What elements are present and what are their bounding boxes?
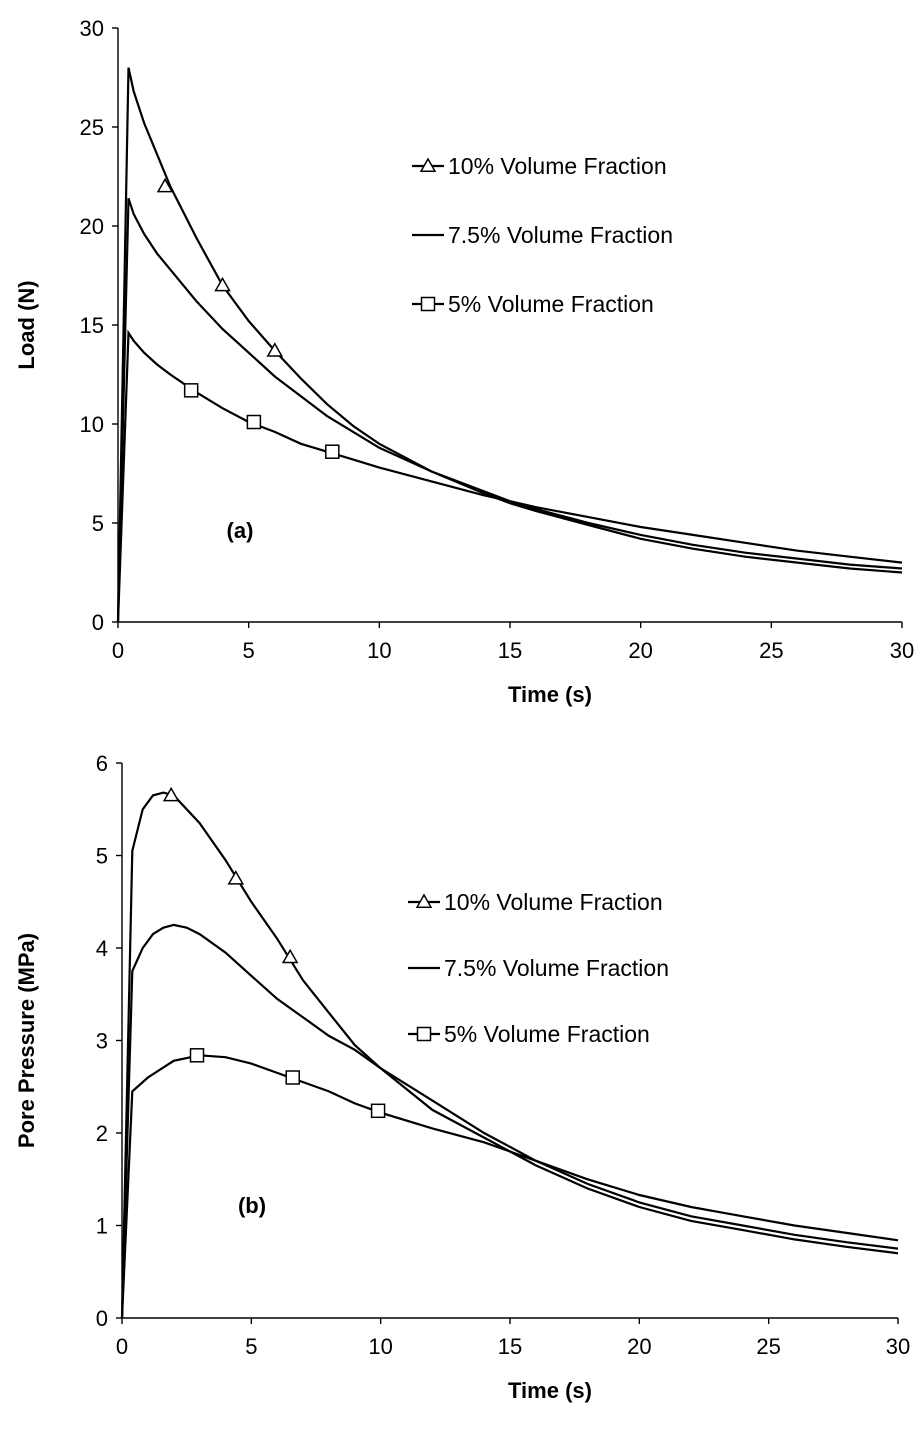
series-marker [281,948,299,964]
legend-marker [416,1026,432,1042]
chart-panel-b: 0 1 2 3 4 5 6 0 5 10 15 20 25 30 Time (s) Pore Pressure… [14,751,910,1403]
x-tick-label: 30 [886,1334,910,1359]
panel-label: (b) [238,1193,266,1218]
legend-label: 7.5% Volume Fraction [444,955,669,981]
legend-marker [419,157,437,172]
y-tick-label: 20 [80,214,104,239]
legend-entry: 10% Volume Fraction [412,153,667,179]
y-tick-label: 3 [96,1029,108,1054]
x-tick-label: 25 [756,1334,780,1359]
series-marker [156,177,174,193]
series-marker [227,870,245,885]
series-line [116,329,903,623]
x-tick-label: 25 [759,638,783,663]
y-tick-label: 5 [92,511,104,536]
legend-label: 5% Volume Fraction [448,291,654,317]
y-tick-label: 5 [96,844,108,869]
series-square [120,1048,899,1319]
x-tick-label: 15 [498,638,522,663]
legend-entry: 7.5% Volume Fraction [408,955,669,981]
x-tick-label: 0 [112,638,124,663]
legend-entry: 5% Volume Fraction [412,291,654,317]
y-tick-label: 4 [96,936,108,961]
series-marker [285,1070,300,1085]
y-tick-label: 10 [80,412,104,437]
chart-panel-a: 0 5 10 15 20 25 30 0 5 10 15 20 25 30 Time (s) Load (N)… [14,16,914,707]
x-tick-label: 15 [498,1334,522,1359]
series-marker [189,1048,205,1063]
y-tick-label: 1 [96,1214,108,1239]
series-square [116,329,903,623]
series-line [120,1054,899,1319]
legend-marker [415,893,433,908]
panel-label: (a) [227,518,254,543]
x-tick-label: 0 [116,1334,128,1359]
legend-label: 10% Volume Fraction [448,153,667,179]
series-plain [116,197,903,623]
legend-entry: 10% Volume Fraction [408,889,663,915]
y-tick-label: 0 [92,610,104,635]
series-marker [246,414,262,430]
legend-entry: 7.5% Volume Fraction [412,222,673,248]
legend-label: 5% Volume Fraction [444,1021,650,1047]
y-tick-label: 15 [80,313,104,338]
series-marker [214,276,231,292]
y-tick-label: 6 [96,751,108,776]
y-tick-label: 30 [80,16,104,41]
y-axis-title: Pore Pressure (MPa) [14,933,39,1148]
series-marker [266,342,284,357]
x-tick-label: 20 [628,638,652,663]
series-marker [370,1103,386,1119]
x-tick-label: 5 [245,1334,257,1359]
series-marker [183,383,199,398]
series-line [116,197,903,623]
y-tick-label: 25 [80,115,104,140]
series-triangle [120,786,899,1319]
series-plain [120,923,899,1319]
legend-entry: 5% Volume Fraction [408,1021,650,1047]
x-tick-label: 10 [367,638,391,663]
y-tick-label: 2 [96,1121,108,1146]
y-axis-title: Load (N) [14,280,39,369]
series-marker [162,786,180,802]
series-line [116,67,903,623]
x-axis-title: Time (s) [508,682,592,707]
series-marker [325,444,340,459]
x-tick-label: 5 [243,638,255,663]
y-tick-label: 0 [96,1306,108,1331]
x-tick-label: 10 [368,1334,392,1359]
x-tick-label: 20 [627,1334,651,1359]
legend-marker [420,296,436,312]
legend-label: 7.5% Volume Fraction [448,222,673,248]
x-tick-label: 30 [890,638,914,663]
series-triangle [116,67,903,623]
x-axis-title: Time (s) [508,1378,592,1403]
legend-label: 10% Volume Fraction [444,889,663,915]
series-line [120,923,899,1319]
series-line [120,791,899,1319]
